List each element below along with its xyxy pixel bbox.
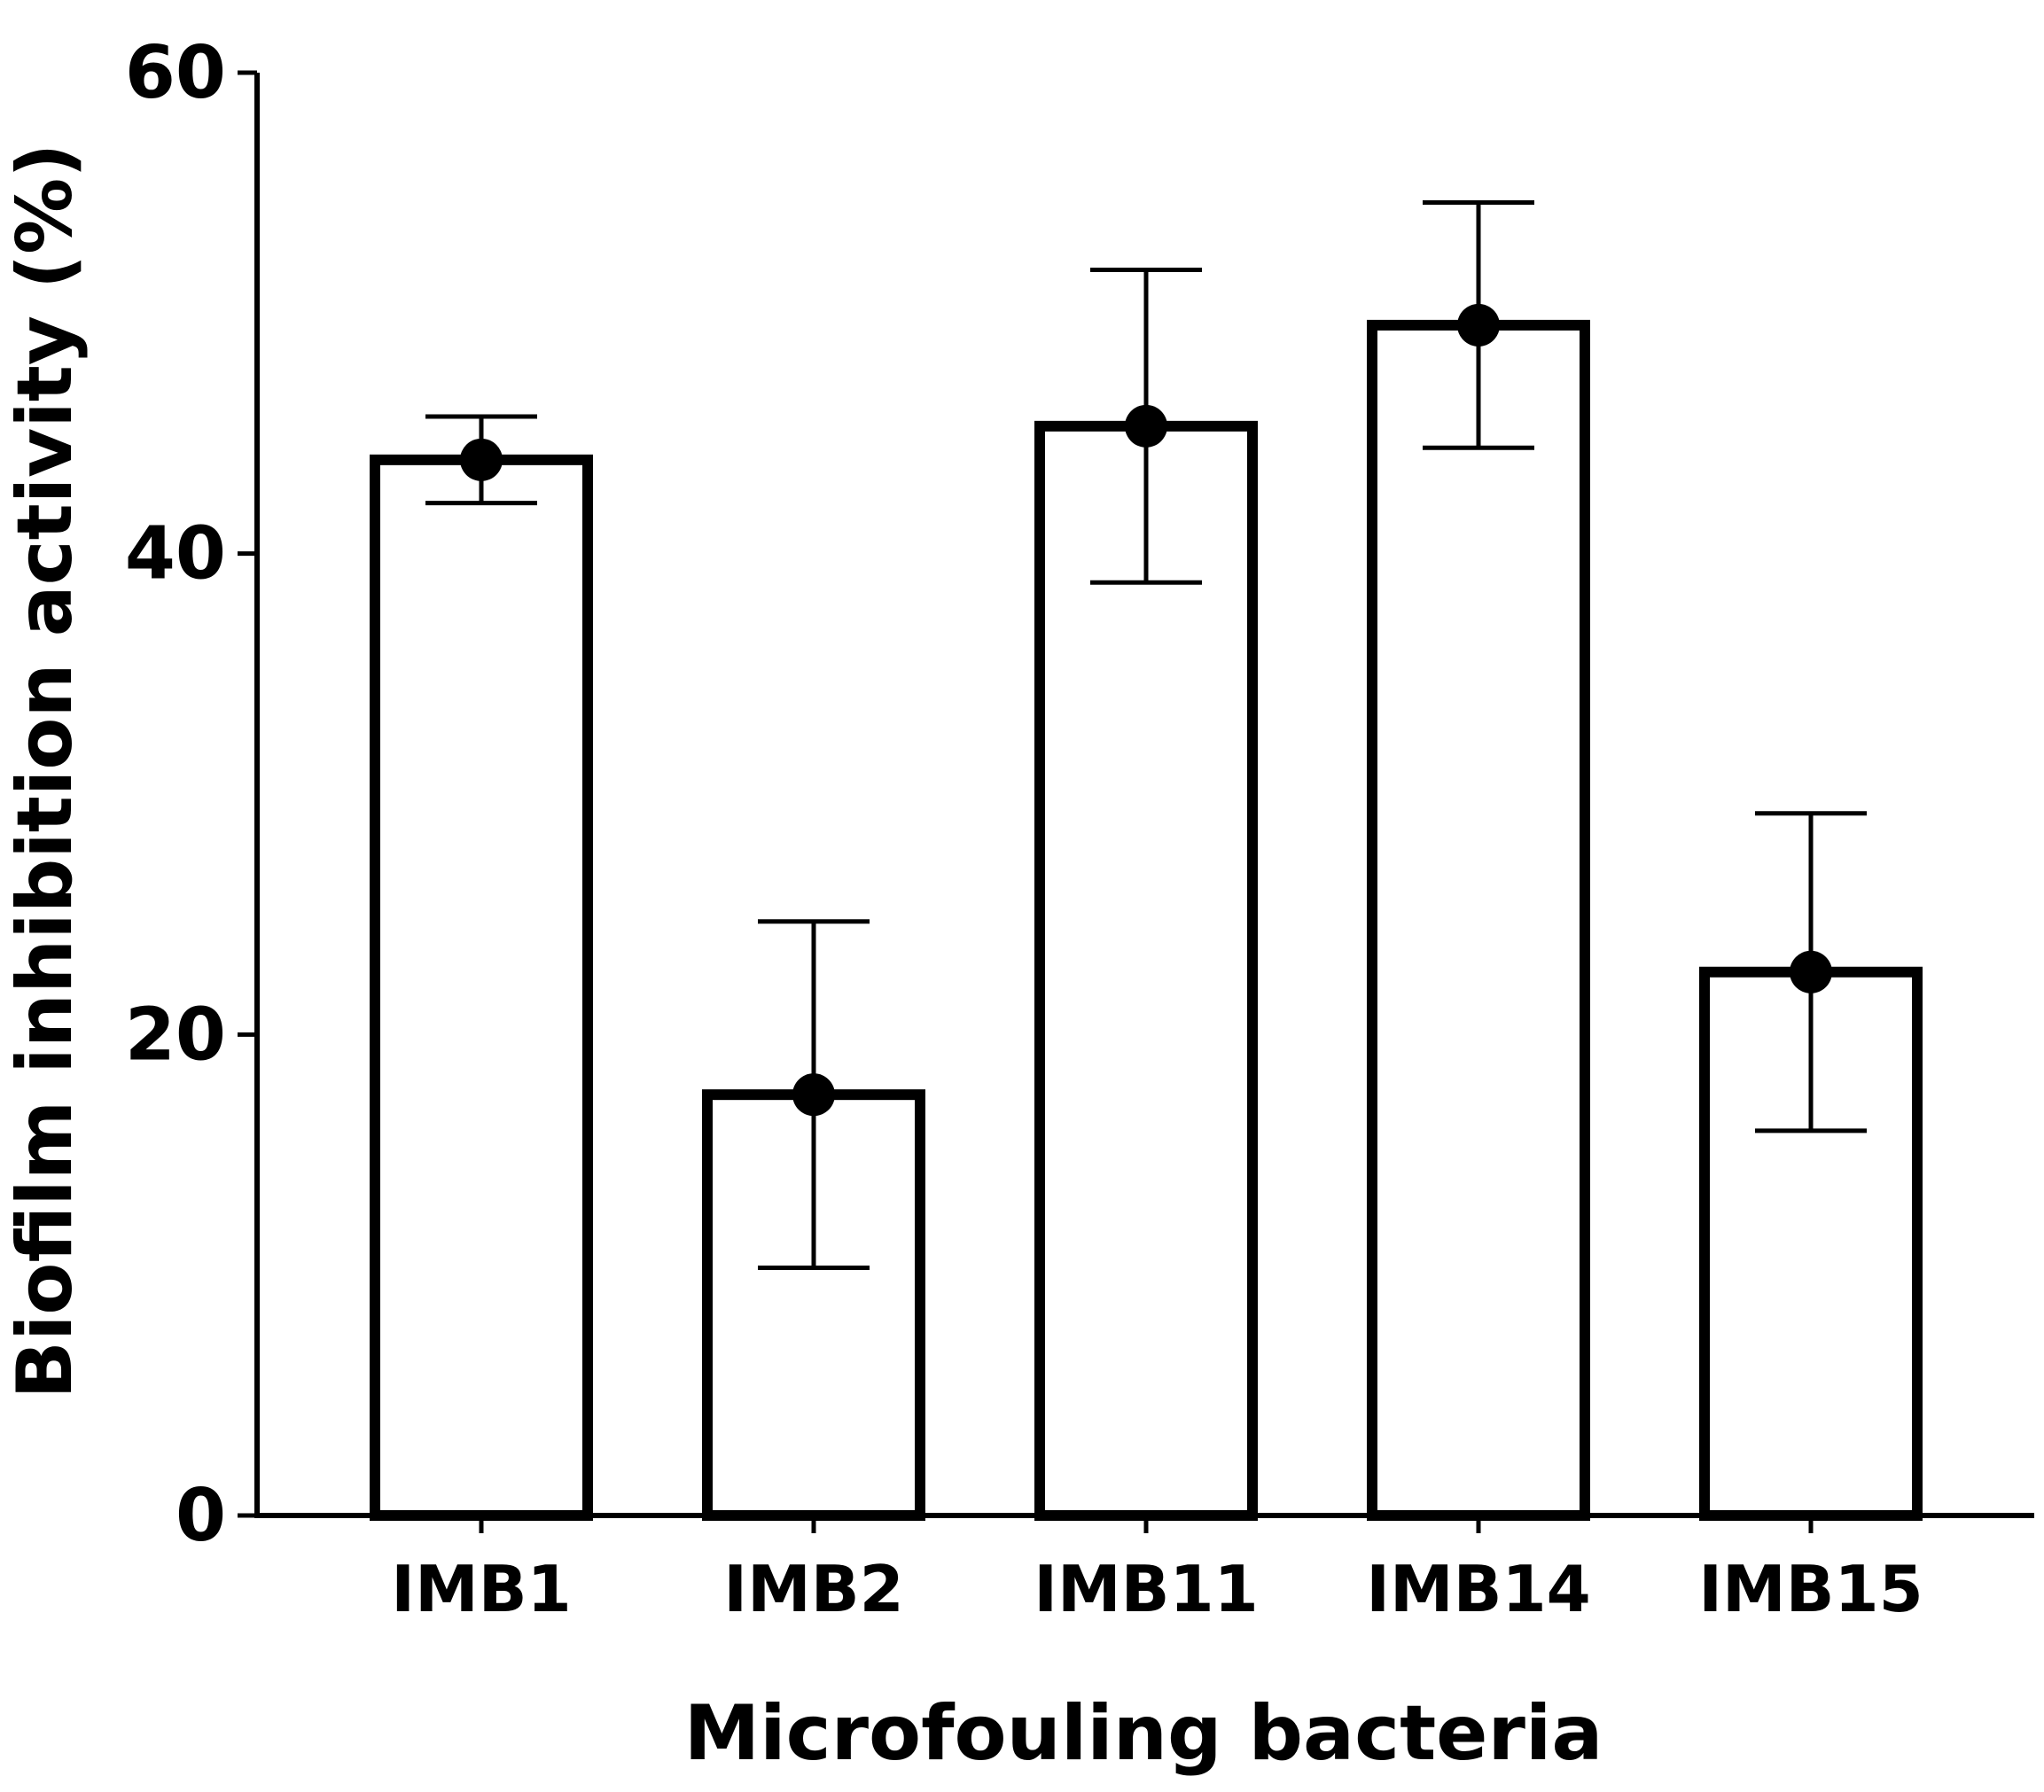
- x-tick-label-imb11: IMB11: [1034, 1552, 1259, 1626]
- mean-marker-imb14: [1457, 303, 1500, 347]
- bar-imb14: [1367, 319, 1590, 1521]
- bar-imb1: [370, 454, 593, 1521]
- axes: [238, 70, 2034, 1533]
- x-tick-label-imb2: IMB2: [723, 1552, 903, 1626]
- x-tick-label-imb1: IMB1: [391, 1552, 571, 1626]
- mean-marker-imb11: [1125, 404, 1167, 448]
- tick-labels: IMB1 IMB2 IMB11 IMB14 IMB15 0 20 40 60: [125, 31, 1923, 1626]
- error-bars: [425, 200, 1867, 1271]
- x-axis-title: Microfouling bacteria: [684, 1689, 1603, 1778]
- mean-marker-imb1: [460, 438, 503, 481]
- y-tick-label-60: 60: [125, 31, 226, 115]
- mean-marker-imb2: [792, 1073, 835, 1117]
- y-tick-label-20: 20: [125, 993, 226, 1077]
- bar-imb11: [1034, 420, 1258, 1521]
- x-tick-label-imb14: IMB14: [1366, 1552, 1591, 1626]
- y-tick-label-0: 0: [176, 1474, 226, 1558]
- mean-marker-imb15: [1790, 950, 1832, 993]
- mean-markers: [460, 303, 1832, 1117]
- x-tick-label-imb15: IMB15: [1698, 1552, 1923, 1626]
- y-tick-label-40: 40: [125, 512, 226, 596]
- y-axis-title: Biofilm inhibition activity (%): [1, 143, 90, 1399]
